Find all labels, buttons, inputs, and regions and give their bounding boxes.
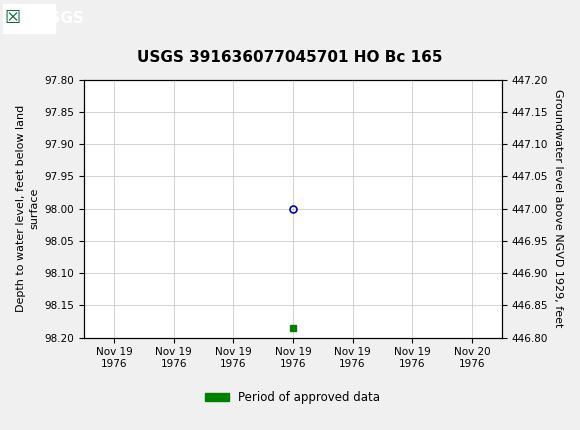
- Bar: [3, 3, 55, 33]
- Legend: Period of approved data: Period of approved data: [201, 387, 385, 409]
- Y-axis label: Depth to water level, feet below land
surface: Depth to water level, feet below land su…: [16, 105, 39, 312]
- Text: ☒: ☒: [5, 9, 21, 27]
- Text: USGS 391636077045701 HO Bc 165: USGS 391636077045701 HO Bc 165: [137, 49, 443, 64]
- Y-axis label: Groundwater level above NGVD 1929, feet: Groundwater level above NGVD 1929, feet: [553, 89, 564, 328]
- Text: USGS: USGS: [38, 11, 85, 26]
